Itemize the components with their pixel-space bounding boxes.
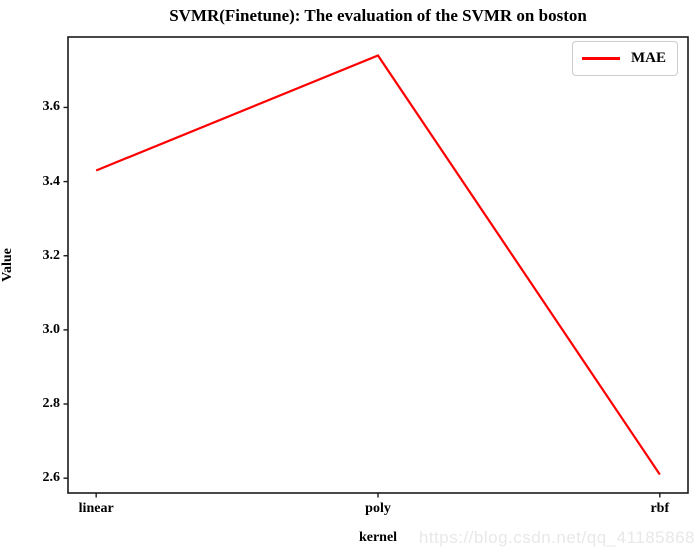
- y-tick-label: 2.8: [42, 396, 61, 412]
- legend-label-mae: MAE: [631, 50, 666, 66]
- x-tick-label: poly: [365, 501, 391, 516]
- watermark-text: https://blog.csdn.net/qq_41185868: [418, 528, 695, 547]
- x-tick-label: rbf: [650, 501, 670, 516]
- y-tick-label: 3.4: [42, 173, 61, 189]
- y-tick-label: 2.6: [42, 470, 61, 486]
- x-axis-title: kernel: [358, 530, 398, 545]
- y-tick-label: 3.2: [42, 247, 61, 263]
- y-tick-label: 3.6: [42, 99, 61, 115]
- y-tick-label: 3.0: [42, 321, 61, 337]
- legend-line-sample-mae: [582, 57, 620, 60]
- axes-border: [67, 36, 689, 494]
- legend: MAE: [572, 41, 678, 76]
- y-axis-title: Value: [0, 248, 15, 282]
- series-line-mae: [95, 54, 661, 476]
- chart-title: SVMR(Finetune): The evaluation of the SV…: [169, 6, 587, 25]
- x-tick-label: linear: [78, 501, 114, 516]
